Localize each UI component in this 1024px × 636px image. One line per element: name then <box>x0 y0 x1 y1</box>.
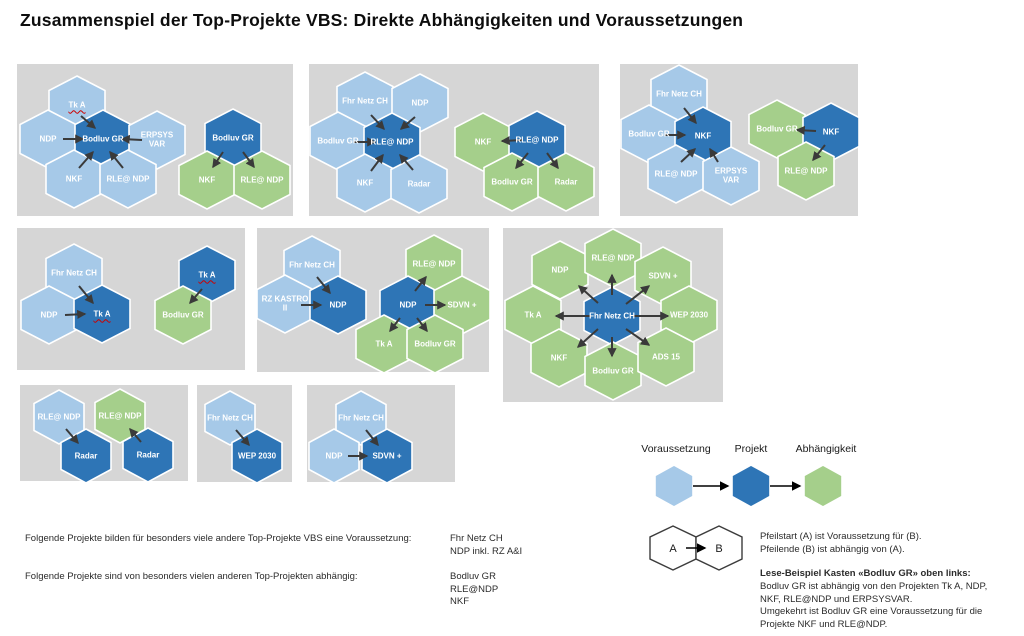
hex-rle-ndp <box>33 389 85 445</box>
hex-radar <box>122 427 174 483</box>
dependency-arrow-icon <box>242 151 255 169</box>
cluster-box-bodluv-gr: Tk A NDP Bodluv GR ERPSYS VAR NKF RLE@ NDP Bod… <box>17 64 293 216</box>
dependency-arrow-icon <box>515 152 529 170</box>
dependency-arrow-icon <box>577 285 599 304</box>
hex-ads-15 <box>637 327 695 387</box>
cluster-graphic <box>504 228 718 401</box>
dependency-arrow-icon <box>78 150 94 169</box>
cluster-box-nkf: Fhr Netz CH Bodluv GR NKF RLE@ NDP ERPSYS VA… <box>620 64 860 216</box>
legend-dependency-hexagon-icon <box>803 464 843 508</box>
legend: Voraussetzung Projekt Abhängigkeit <box>630 436 890 511</box>
dependency-arrow-icon <box>709 147 719 163</box>
dependency-arrow-icon <box>795 125 817 136</box>
arrow-example-graphic <box>649 525 743 571</box>
hex-radar <box>390 154 448 214</box>
summary-question-dependents: Folgende Projekte sind von besonders vie… <box>25 571 358 582</box>
dependency-arrow-icon <box>389 317 401 333</box>
hex-bodluv-gr <box>748 99 806 159</box>
legend-graphic <box>654 464 843 508</box>
cluster-box-sdvn: Fhr Netz CH NDP SDVN + <box>307 385 455 484</box>
hex-erpsys-var <box>128 110 186 170</box>
hex-rle-ndp <box>99 149 157 209</box>
dependency-arrow-icon <box>680 148 697 163</box>
example-label-a: A <box>669 543 677 555</box>
summary-answer-dependents: Bodluv GR RLE@NDP NKF <box>450 571 499 607</box>
reading-example-heading: Lese-Beispiel Kasten «Bodluv GR» oben li… <box>760 568 971 579</box>
summary-answer-prerequisites: Fhr Netz CH NDP inkl. RZ A&I <box>450 533 523 557</box>
dependency-arrow-icon <box>65 428 79 445</box>
cluster-box-radar: RLE@ NDP Radar RLE@ NDP Radar <box>20 385 188 484</box>
cluster-box-wep-2030: Fhr Netz CH WEP 2030 <box>197 385 292 484</box>
hex-fhr-netz-ch <box>204 390 256 446</box>
hex-nkf <box>530 328 588 388</box>
dependency-arrow-icon <box>212 151 224 169</box>
cluster-box-ndp: Fhr Netz CH RZ KASTRO II NDP RLE@ NDP NDP SDV… <box>256 228 491 374</box>
cluster-graphic <box>309 71 595 214</box>
legend-label-project: Projekt <box>734 443 768 455</box>
dependency-arrow-icon <box>546 152 559 170</box>
dependency-arrow-icon <box>625 285 651 305</box>
dependency-arrow-icon <box>80 115 97 129</box>
hex-ndp <box>308 428 360 484</box>
legend-label-prerequisite: Voraussetzung <box>641 443 711 455</box>
cluster-graphic <box>308 390 413 484</box>
legend-label-dependency: Abhängigkeit <box>795 443 857 455</box>
cluster-graphic <box>19 75 291 210</box>
example-hexagon-b-icon <box>695 525 743 571</box>
hex-fhr-netz-ch <box>335 390 387 446</box>
dependency-arrow-icon <box>189 288 203 305</box>
dependency-arrow-icon <box>414 275 427 292</box>
legend-project-hexagon-icon <box>731 464 771 508</box>
cluster-box-rle-ndp: Fhr Netz CH NDP Bodluv GR RLE@ NDP NKF Radar N… <box>309 64 599 216</box>
dependency-arrow-icon <box>683 107 697 125</box>
cluster-graphic <box>256 234 491 374</box>
dependency-arrow-icon <box>370 153 384 172</box>
dependency-arrow-icon <box>399 116 416 130</box>
cluster-box-tk-a: Fhr Netz CH NDP Tk A Tk A Bodluv GR <box>17 228 245 370</box>
dependency-arrow-icon <box>235 429 250 447</box>
hex-rle-ndp <box>647 144 705 204</box>
summary-question-prerequisites: Folgende Projekte bilden für besonders v… <box>25 533 412 544</box>
legend-prerequisite-hexagon-icon <box>654 464 694 508</box>
example-label-b: B <box>715 543 723 555</box>
arrow-example: A B <box>645 522 765 577</box>
dependency-arrow-icon <box>109 150 124 169</box>
dependency-arrow-icon <box>129 427 142 443</box>
hex-fhr-netz-ch <box>583 286 641 346</box>
cluster-graphic <box>620 64 860 206</box>
dependency-arrow-icon <box>120 134 143 144</box>
dependency-arrow-icon <box>625 328 651 346</box>
dependency-arrow-icon <box>500 136 523 146</box>
arrow-explanation: Pfeilstart (A) ist Voraussetzung für (B)… <box>760 531 922 555</box>
dependency-arrow-icon <box>812 144 826 162</box>
dependency-arrow-icon <box>399 153 414 171</box>
dependency-arrow-icon <box>416 317 428 333</box>
dependency-arrow-icon <box>370 114 385 131</box>
dependency-arrow-icon <box>64 309 87 319</box>
cluster-graphic <box>204 390 283 484</box>
dependency-arrow-icon <box>365 429 379 447</box>
page-title: Zusammenspiel der Top-Projekte VBS: Dire… <box>20 10 744 30</box>
cluster-box-fhr-netz-ch: NDP RLE@ NDP SDVN + Tk A Fhr Netz CH WEP 2030… <box>503 228 723 402</box>
dependency-arrow-icon <box>316 276 331 295</box>
reading-example-body: Bodluv GR ist abhängig von den Projekten… <box>760 581 988 630</box>
cluster-graphic <box>33 388 174 484</box>
dependency-arrow-icon <box>576 328 599 348</box>
cluster-graphic <box>20 243 236 345</box>
dependency-arrow-icon <box>78 285 94 305</box>
